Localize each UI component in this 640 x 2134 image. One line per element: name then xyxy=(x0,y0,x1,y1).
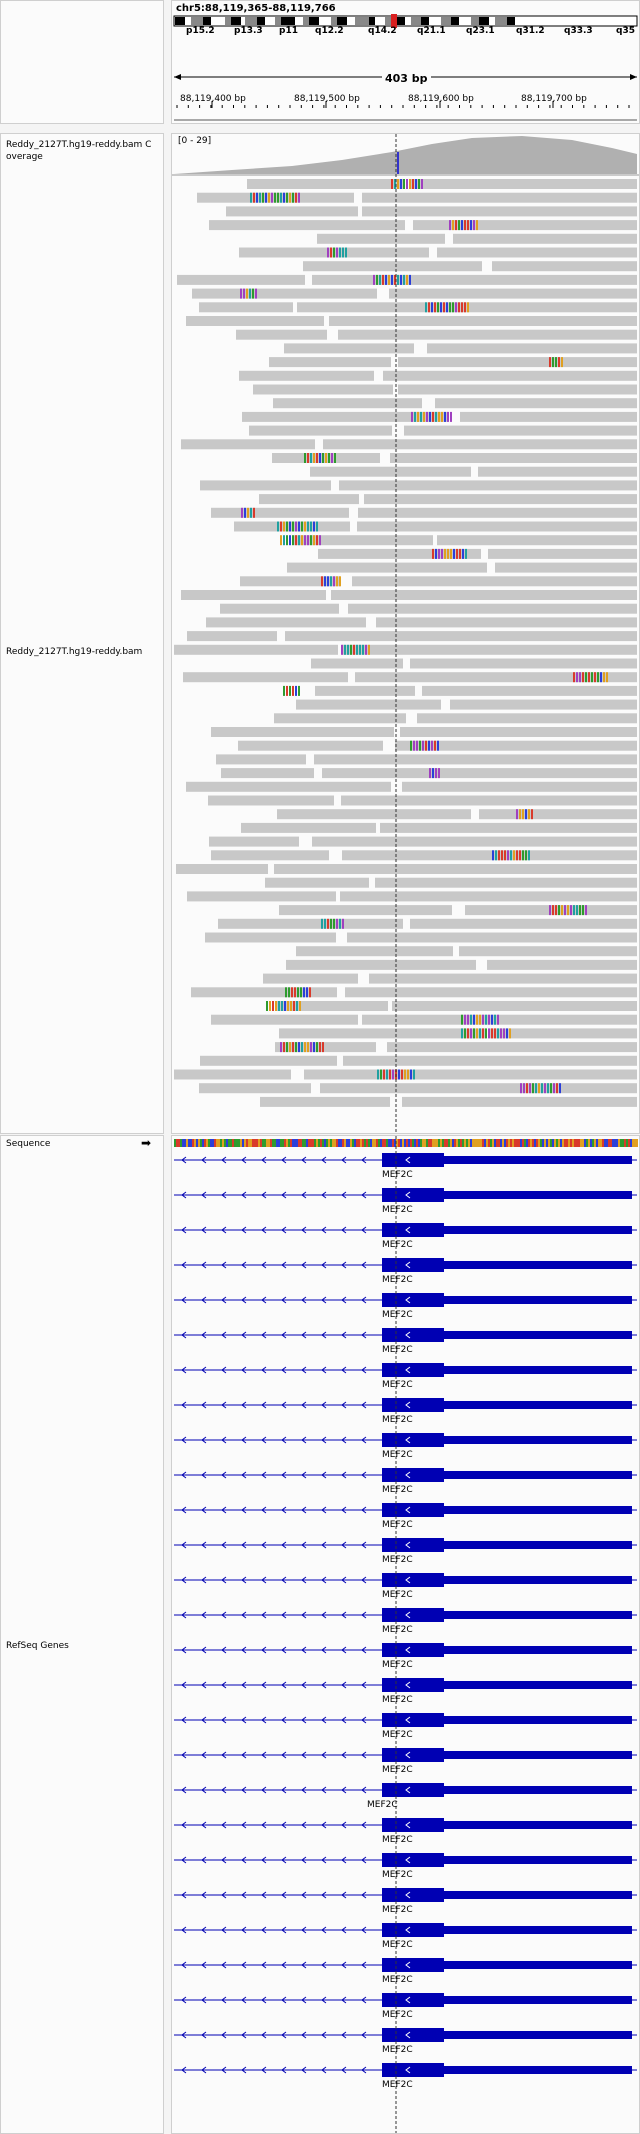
band-label: q33.3 xyxy=(564,26,593,36)
chromosome-ideogram[interactable] xyxy=(172,1,640,124)
gene-label: MEF2C xyxy=(382,1520,413,1530)
gene-label: MEF2C xyxy=(382,1765,413,1775)
coverage-histogram xyxy=(174,136,637,174)
band-label: q12.2 xyxy=(315,26,344,36)
gene-label: MEF2C xyxy=(382,1415,413,1425)
gene-label: MEF2C xyxy=(382,1485,413,1495)
strand-arrow-icon[interactable]: ➡ xyxy=(141,1136,152,1150)
gene-label: MEF2C xyxy=(382,1380,413,1390)
gene-label: MEF2C xyxy=(382,1275,413,1285)
gene-label: MEF2C xyxy=(382,1450,413,1460)
ruler-tick-label: 88,119,500 bp xyxy=(294,94,360,104)
gene-label: MEF2C xyxy=(382,1205,413,1215)
gene-label: MEF2C xyxy=(382,1590,413,1600)
feature-name-panel: Sequence ➡ RefSeq Genes xyxy=(0,1135,164,2134)
gene-label: MEF2C xyxy=(382,1730,413,1740)
ruler-panel: chr5:88,119,365-88,119,766 p15.2 p13.3 p… xyxy=(171,0,640,124)
band-label: q23.1 xyxy=(466,26,495,36)
gene-label: MEF2C xyxy=(382,1555,413,1565)
gene-label: MEF2C xyxy=(382,1625,413,1635)
gene-label: MEF2C xyxy=(382,1310,413,1320)
band-label: q35 xyxy=(616,26,635,36)
gene-label: MEF2C xyxy=(382,1170,413,1180)
refseq-track-name[interactable]: RefSeq Genes xyxy=(6,1641,69,1651)
ruler-tick-label: 88,119,400 bp xyxy=(180,94,246,104)
gene-label: MEF2C xyxy=(382,2010,413,2020)
band-label: q21.1 xyxy=(417,26,446,36)
gene-label: MEF2C xyxy=(382,1835,413,1845)
gene-label: MEF2C xyxy=(382,1660,413,1670)
feature-panel[interactable]: MEF2C MEF2C MEF2C MEF2C MEF2C MEF2C MEF2C MEF2C… xyxy=(171,1135,640,2134)
gene-label: MEF2C xyxy=(382,1240,413,1250)
gene-label: MEF2C xyxy=(382,1975,413,1985)
span-label: 403 bp xyxy=(382,72,431,85)
gene-label: MEF2C xyxy=(367,1800,398,1810)
sequence-track-name[interactable]: Sequence xyxy=(6,1139,51,1149)
gene-label: MEF2C xyxy=(382,2045,413,2055)
band-label: p11 xyxy=(279,26,298,36)
gene-label: MEF2C xyxy=(382,1870,413,1880)
band-label: p13.3 xyxy=(234,26,263,36)
coverage-range-label: [0 - 29] xyxy=(178,136,212,146)
track-name-panel: Reddy_2127T.hg19-reddy.bam Coverage Redd… xyxy=(0,133,164,1134)
ruler-tick-label: 88,119,600 bp xyxy=(408,94,474,104)
coverage-track-name[interactable]: Reddy_2127T.hg19-reddy.bam Coverage xyxy=(6,140,152,162)
band-label: p15.2 xyxy=(186,26,215,36)
band-label: q14.2 xyxy=(368,26,397,36)
gene-label: MEF2C xyxy=(382,1695,413,1705)
gene-label: MEF2C xyxy=(382,1940,413,1950)
gene-label: MEF2C xyxy=(382,1905,413,1915)
gene-label: MEF2C xyxy=(382,1345,413,1355)
alignment-panel[interactable]: [0 - 29] xyxy=(171,133,640,1134)
header-left-panel xyxy=(0,0,164,124)
feature-view[interactable] xyxy=(172,1136,640,2134)
ruler-tick-label: 88,119,700 bp xyxy=(521,94,587,104)
gene-label: MEF2C xyxy=(382,2080,413,2090)
alignment-view[interactable] xyxy=(172,134,640,1134)
band-label: q31.2 xyxy=(516,26,545,36)
locus-label: chr5:88,119,365-88,119,766 xyxy=(176,3,336,14)
alignment-track-name[interactable]: Reddy_2127T.hg19-reddy.bam xyxy=(6,647,143,657)
